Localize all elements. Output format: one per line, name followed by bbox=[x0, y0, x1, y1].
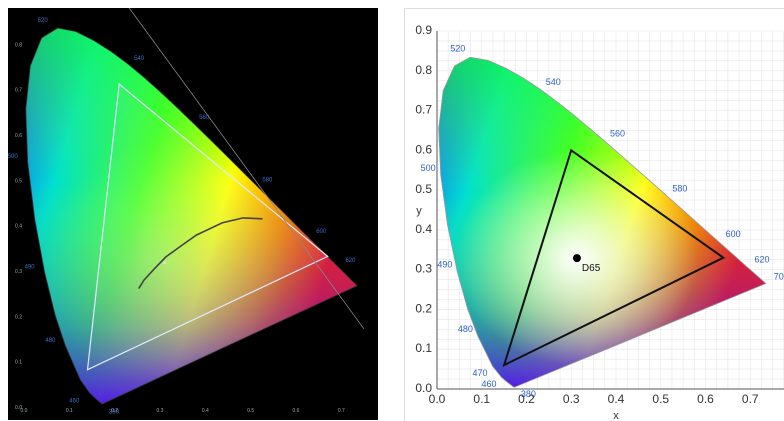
wavelength-label: 540 bbox=[546, 77, 561, 87]
y-tick-label: 0.8 bbox=[415, 63, 432, 77]
wavelength-label: 600 bbox=[316, 229, 327, 235]
diagonal-reference-line bbox=[128, 8, 365, 330]
y-tick-label: 0.5 bbox=[415, 182, 432, 196]
y-tick-label: 0.6 bbox=[15, 133, 22, 139]
wavelength-label: 500 bbox=[8, 154, 18, 160]
spectral-locus-outline bbox=[25, 27, 358, 405]
x-tick-label: 0.3 bbox=[157, 408, 164, 414]
wavelength-label: 540 bbox=[134, 56, 145, 62]
white-point-marker bbox=[572, 254, 581, 263]
x-tick-label: 0.7 bbox=[338, 408, 345, 414]
wavelength-label: 480 bbox=[458, 324, 473, 334]
wavelength-label: 580 bbox=[672, 183, 687, 193]
left-chromaticity-chart: 380 460 480 490 500 520 540 560 580 600 620 0.0 0.1 0… bbox=[8, 8, 378, 420]
x-tick-label: 0.0 bbox=[429, 392, 446, 406]
y-tick-label: 0.1 bbox=[15, 360, 22, 366]
spectral-locus-outline bbox=[438, 56, 767, 388]
y-tick-label: 0.4 bbox=[415, 222, 432, 236]
x-tick-label: 0.1 bbox=[473, 392, 490, 406]
wavelength-label: 560 bbox=[610, 129, 625, 139]
wavelength-label: 620 bbox=[754, 254, 769, 264]
x-tick-label: 0.2 bbox=[518, 392, 535, 406]
y-tick-label: 0.9 bbox=[415, 23, 432, 37]
wavelength-label: 560 bbox=[199, 115, 210, 121]
x-tick-label: 0.4 bbox=[608, 392, 625, 406]
x-tick-label: 0.5 bbox=[652, 392, 669, 406]
wavelength-label: 520 bbox=[38, 18, 49, 24]
wavelength-label: 480 bbox=[45, 338, 56, 344]
wavelength-label: 500 bbox=[421, 163, 436, 173]
wavelength-label: 700 bbox=[774, 271, 784, 281]
x-axis-label: x bbox=[613, 410, 619, 421]
y-tick-label: 0.8 bbox=[15, 42, 22, 48]
wavelength-label: 490 bbox=[437, 260, 452, 270]
y-tick-label: 0.1 bbox=[415, 341, 432, 355]
y-tick-label: 0.0 bbox=[415, 381, 432, 395]
planckian-locus bbox=[138, 217, 263, 290]
x-tick-label: 0.2 bbox=[111, 408, 118, 414]
y-tick-label: 0.3 bbox=[415, 262, 432, 276]
x-tick-label: 0.7 bbox=[742, 392, 759, 406]
wavelength-label: 460 bbox=[481, 379, 496, 389]
wavelength-label: 470 bbox=[473, 368, 488, 378]
right-chromaticity-panel: D65 380 460 470 480 490 500 520 540 560 580 600 620 7… bbox=[404, 8, 784, 421]
wavelength-label: 380 bbox=[109, 410, 120, 416]
y-tick-label: 0.0 bbox=[15, 405, 22, 411]
y-tick-label: 0.7 bbox=[415, 103, 432, 117]
x-tick-label: 0.6 bbox=[697, 392, 714, 406]
x-tick-label: 0.4 bbox=[202, 408, 209, 414]
wavelength-label: 580 bbox=[262, 177, 273, 183]
y-axis-label: y bbox=[416, 205, 422, 217]
y-tick-label: 0.7 bbox=[15, 88, 22, 94]
y-tick-label: 0.3 bbox=[15, 269, 22, 275]
x-tick-label: 0.0 bbox=[21, 408, 28, 414]
y-tick-label: 0.2 bbox=[415, 301, 432, 315]
white-point-label: D65 bbox=[582, 263, 601, 274]
wavelength-label: 460 bbox=[69, 399, 80, 405]
x-tick-label: 0.3 bbox=[563, 392, 580, 406]
y-tick-label: 0.6 bbox=[415, 142, 432, 156]
gamut-triangle bbox=[86, 82, 329, 371]
wavelength-label: 520 bbox=[450, 43, 465, 53]
wavelength-label: 600 bbox=[726, 229, 741, 239]
y-tick-label: 0.4 bbox=[15, 224, 22, 230]
white-point-marker bbox=[163, 261, 167, 265]
x-tick-label: 0.6 bbox=[293, 408, 300, 414]
wavelength-label: 620 bbox=[345, 258, 356, 264]
wavelength-label: 490 bbox=[25, 264, 36, 270]
y-tick-label: 0.5 bbox=[15, 178, 22, 184]
left-chromaticity-panel: 380 460 480 490 500 520 540 560 580 600 620 0.0 0.1 0… bbox=[8, 8, 378, 420]
wavelength-label: 380 bbox=[521, 389, 536, 399]
x-tick-label: 0.5 bbox=[247, 408, 254, 414]
y-tick-label: 0.2 bbox=[15, 314, 22, 320]
gamut-triangle bbox=[502, 148, 726, 368]
x-tick-label: 0.1 bbox=[66, 408, 73, 414]
